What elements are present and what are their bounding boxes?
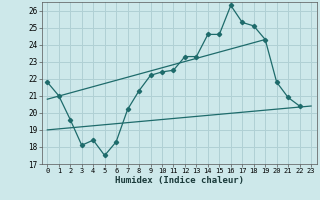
X-axis label: Humidex (Indice chaleur): Humidex (Indice chaleur) xyxy=(115,176,244,185)
